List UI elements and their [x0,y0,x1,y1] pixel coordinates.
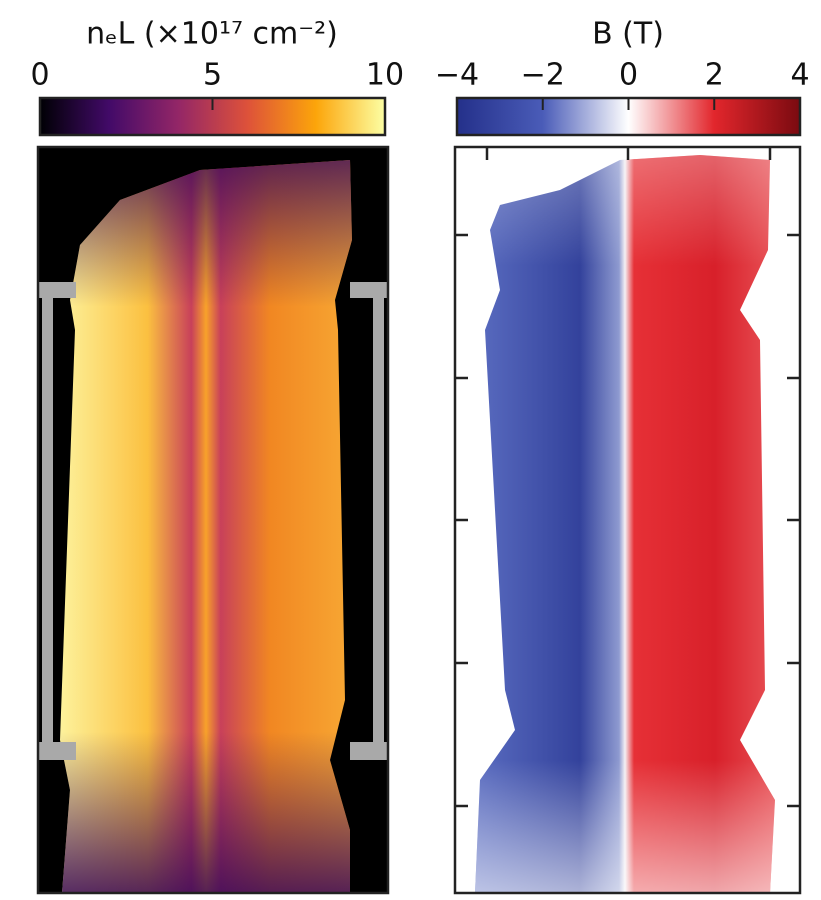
colorbar-tick-label: 5 [203,58,222,93]
colorbar-tick-label: 2 [705,58,724,93]
colorbar-tick-label: −4 [435,58,479,93]
figure: nₑL (×10¹⁷ cm⁻²) B (T) 0 5 10 −4 −2 0 2 4 [0,0,821,896]
colorbar-title: B (T) [592,17,664,52]
density-image [38,147,388,893]
colorbar-title: nₑL (×10¹⁷ cm⁻²) [86,17,338,52]
field-image [455,147,800,893]
colorbar-tick-label: 0 [619,58,638,93]
colorbar-tick-label: 10 [366,58,404,93]
colorbar-tick-label: 0 [30,58,49,93]
colorbar-tick-label: 4 [790,58,809,93]
colorbar-tick-label: −2 [521,58,565,93]
